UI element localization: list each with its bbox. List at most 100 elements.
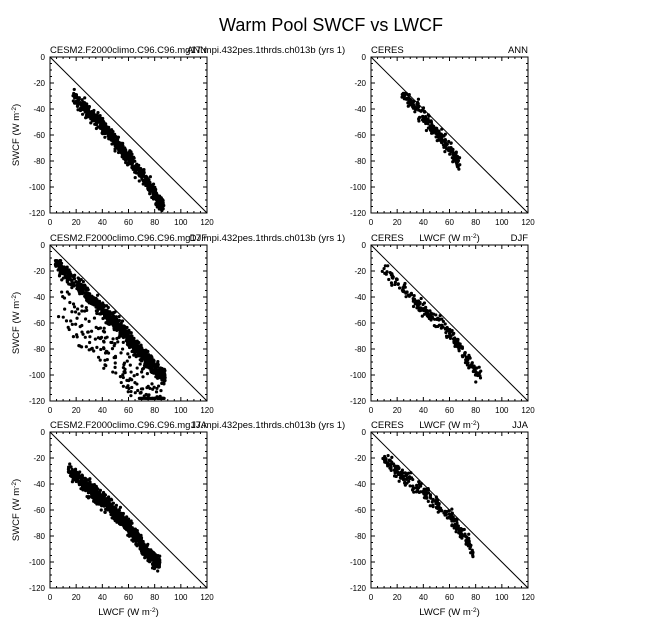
data-point bbox=[119, 520, 123, 524]
data-point bbox=[89, 484, 93, 488]
data-point bbox=[144, 353, 148, 357]
y-tick-label: 0 bbox=[362, 241, 367, 250]
data-point bbox=[161, 372, 165, 376]
data-point bbox=[82, 287, 86, 292]
data-point bbox=[78, 474, 82, 478]
data-point bbox=[124, 330, 129, 335]
data-point bbox=[470, 361, 474, 365]
data-point bbox=[92, 316, 97, 320]
data-point bbox=[96, 336, 101, 340]
data-point bbox=[98, 326, 103, 330]
data-point bbox=[145, 372, 149, 376]
data-point bbox=[447, 139, 451, 144]
data-point bbox=[158, 554, 162, 558]
data-point bbox=[471, 553, 475, 557]
data-point bbox=[117, 143, 122, 147]
x-tick-label: 0 bbox=[369, 218, 374, 227]
data-point bbox=[118, 505, 123, 509]
y-axis-label-close: ) bbox=[11, 479, 22, 482]
x-axis-label: LWCF (W m-2) bbox=[419, 420, 479, 431]
data-point bbox=[72, 87, 76, 92]
data-point bbox=[157, 396, 161, 400]
y-tick-label: -80 bbox=[33, 345, 45, 354]
data-point bbox=[127, 386, 131, 391]
data-point bbox=[112, 344, 116, 348]
data-point bbox=[127, 522, 131, 527]
data-point bbox=[141, 182, 145, 186]
data-point bbox=[146, 558, 150, 563]
data-point bbox=[154, 390, 159, 394]
x-tick-label: 80 bbox=[471, 593, 480, 602]
data-point bbox=[460, 346, 465, 350]
x-tick-label: 20 bbox=[72, 218, 81, 227]
y-tick-label: -60 bbox=[33, 131, 45, 140]
data-point bbox=[155, 364, 159, 368]
data-point bbox=[415, 102, 419, 106]
y-tick-label: -120 bbox=[29, 584, 46, 593]
data-point bbox=[103, 363, 107, 367]
data-point bbox=[134, 355, 138, 359]
data-point bbox=[440, 138, 445, 142]
data-point bbox=[127, 339, 131, 343]
data-point bbox=[463, 351, 467, 355]
data-point bbox=[152, 552, 156, 556]
data-point bbox=[146, 549, 150, 553]
data-point bbox=[111, 138, 115, 143]
x-axis-label-exponent: -2 bbox=[471, 233, 477, 240]
panel-left-label: CESM2.F2000climo.C96.C96.mg17.mpi.432pes… bbox=[50, 420, 345, 431]
data-point bbox=[151, 368, 155, 372]
data-point bbox=[157, 561, 162, 566]
data-point bbox=[130, 162, 134, 167]
panels: CESM2.F2000climo.C96.C96.mg17.mpi.432pes… bbox=[11, 45, 535, 618]
data-point bbox=[67, 268, 71, 272]
data-point bbox=[85, 286, 90, 290]
data-point bbox=[113, 149, 117, 153]
data-point bbox=[394, 474, 398, 479]
data-point bbox=[159, 389, 163, 393]
y-tick-label: -120 bbox=[350, 209, 367, 218]
y-axis-label: SWCF (W m-2) bbox=[11, 292, 22, 354]
data-point bbox=[110, 312, 114, 316]
data-point bbox=[70, 480, 75, 484]
data-point bbox=[384, 461, 389, 465]
data-point bbox=[105, 128, 109, 132]
data-point bbox=[466, 541, 471, 545]
data-point bbox=[117, 335, 121, 339]
data-point bbox=[428, 126, 432, 130]
data-point bbox=[141, 375, 145, 379]
data-point bbox=[113, 323, 117, 327]
data-point bbox=[143, 552, 147, 556]
x-axis-label-close: ) bbox=[477, 420, 480, 431]
data-point bbox=[457, 347, 461, 351]
data-point bbox=[156, 375, 161, 380]
x-tick-label: 40 bbox=[419, 593, 428, 602]
data-point bbox=[428, 504, 432, 508]
data-point bbox=[149, 359, 153, 363]
data-point bbox=[86, 483, 90, 487]
data-point bbox=[109, 340, 113, 345]
data-point bbox=[125, 153, 129, 157]
data-point bbox=[479, 369, 483, 373]
data-point bbox=[451, 337, 456, 341]
data-point bbox=[94, 298, 98, 302]
x-tick-label: 0 bbox=[48, 218, 53, 227]
data-point bbox=[96, 293, 100, 297]
data-point bbox=[101, 329, 106, 333]
data-point bbox=[157, 565, 161, 569]
data-point bbox=[60, 269, 64, 274]
x-tick-label: 60 bbox=[124, 406, 133, 415]
data-point bbox=[469, 551, 473, 555]
x-axis-label: LWCF (W m-2) bbox=[419, 607, 479, 618]
data-point bbox=[126, 333, 130, 337]
data-point bbox=[466, 358, 470, 362]
data-point bbox=[99, 347, 103, 352]
data-point bbox=[92, 302, 96, 306]
scatter-panel-5: CESM2.F2000climo.C96.C96.mg17.mpi.432pes… bbox=[11, 420, 345, 618]
data-point bbox=[90, 493, 94, 497]
data-point bbox=[449, 146, 453, 150]
data-point bbox=[423, 496, 427, 500]
data-point bbox=[57, 266, 61, 270]
data-point bbox=[111, 513, 115, 517]
data-point bbox=[467, 532, 471, 536]
panel-left-label: CESM2.F2000climo.C96.C96.mg17.mpi.432pes… bbox=[50, 45, 345, 56]
